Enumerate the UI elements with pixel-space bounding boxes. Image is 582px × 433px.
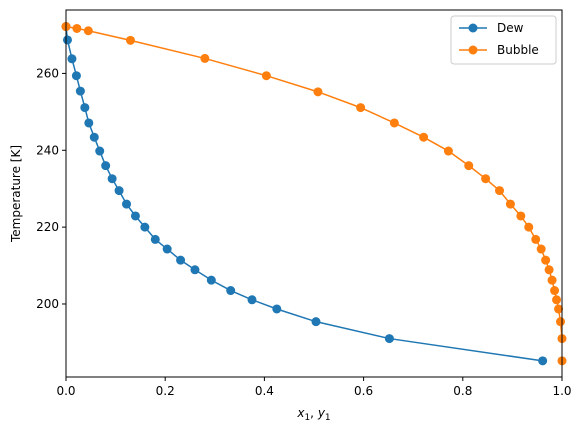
series-layer <box>61 22 567 366</box>
data-point-bubble <box>495 186 505 196</box>
data-point-bubble <box>524 222 534 232</box>
series-dew <box>61 22 548 366</box>
data-point-dew <box>71 71 81 81</box>
legend-marker-bubble <box>468 45 478 55</box>
data-point-dew <box>75 86 85 96</box>
data-point-bubble <box>554 304 564 314</box>
data-point-bubble <box>516 211 526 221</box>
legend-label-bubble: Bubble <box>497 43 539 57</box>
data-point-dew <box>89 132 99 142</box>
data-point-dew <box>130 211 140 221</box>
data-point-dew <box>190 265 200 275</box>
data-point-bubble <box>443 146 453 156</box>
data-point-dew <box>538 356 548 366</box>
data-point-dew <box>384 334 394 344</box>
y-axis: 200 220 240 260 <box>36 66 66 311</box>
legend-entry-dew: Dew <box>459 21 524 35</box>
x-axis: 0.0 0.2 0.4 0.6 0.8 1.0 <box>56 377 572 398</box>
data-point-bubble <box>83 26 93 36</box>
data-point-bubble <box>547 275 557 285</box>
x-tick-label: 1.0 <box>552 384 571 398</box>
axes-frame <box>65 9 563 378</box>
data-point-bubble <box>389 118 399 128</box>
legend: Dew Bubble <box>450 15 557 65</box>
x-axis-label: x1, y1 <box>296 406 330 423</box>
data-point-bubble <box>556 317 566 327</box>
y-tick-label: 200 <box>36 297 59 311</box>
series-bubble <box>61 22 567 344</box>
legend-entry-bubble: Bubble <box>459 43 539 57</box>
data-point-bubble <box>544 265 554 275</box>
data-point-bubble <box>261 71 271 81</box>
x-tick-label: 0.6 <box>354 384 373 398</box>
data-point-dew <box>176 255 186 265</box>
data-point-dew <box>114 186 124 196</box>
data-point-dew <box>247 295 257 305</box>
data-point-bubble <box>356 103 366 113</box>
data-point-bubble <box>550 286 560 296</box>
data-point-bubble <box>313 87 323 97</box>
x-tick-label: 0.0 <box>56 384 75 398</box>
x-tick-label: 0.2 <box>156 384 175 398</box>
data-point-dew <box>67 54 77 64</box>
data-point-bubble <box>536 244 546 254</box>
data-point-dew <box>140 222 150 232</box>
data-point-bubble <box>72 23 82 33</box>
data-point-dew <box>311 317 321 327</box>
y-tick-label: 240 <box>36 143 59 157</box>
data-point-dew <box>206 275 216 285</box>
data-point-dew <box>80 103 90 113</box>
data-point-dew <box>226 286 236 296</box>
legend-label-dew: Dew <box>497 21 524 35</box>
data-point-bubble <box>464 161 474 171</box>
data-point-bubble <box>200 53 210 63</box>
data-point-bubble <box>125 35 135 45</box>
data-point-dew <box>150 234 160 244</box>
data-point-bubble <box>481 174 491 184</box>
data-point-bubble <box>419 132 429 142</box>
data-point-bubble <box>531 234 541 244</box>
y-axis-label: Temperature [K] <box>9 145 23 243</box>
data-point-dew <box>272 304 282 314</box>
x-tick-label: 0.4 <box>255 384 274 398</box>
legend-marker-dew <box>468 23 478 33</box>
series-line-dew <box>65 26 543 362</box>
data-point-bubble <box>552 295 562 305</box>
data-point-dew <box>84 118 94 128</box>
data-point-dew <box>62 35 72 45</box>
data-point-dew <box>122 199 132 209</box>
data-point-dew <box>101 161 111 171</box>
data-point-dew <box>95 146 105 156</box>
y-tick-label: 260 <box>36 66 59 80</box>
data-point-bubble <box>505 199 515 209</box>
data-point-dew <box>162 244 172 254</box>
data-point-bubble <box>541 255 551 265</box>
data-point-dew <box>107 174 117 184</box>
y-tick-label: 220 <box>36 220 59 234</box>
x-tick-label: 0.8 <box>453 384 472 398</box>
